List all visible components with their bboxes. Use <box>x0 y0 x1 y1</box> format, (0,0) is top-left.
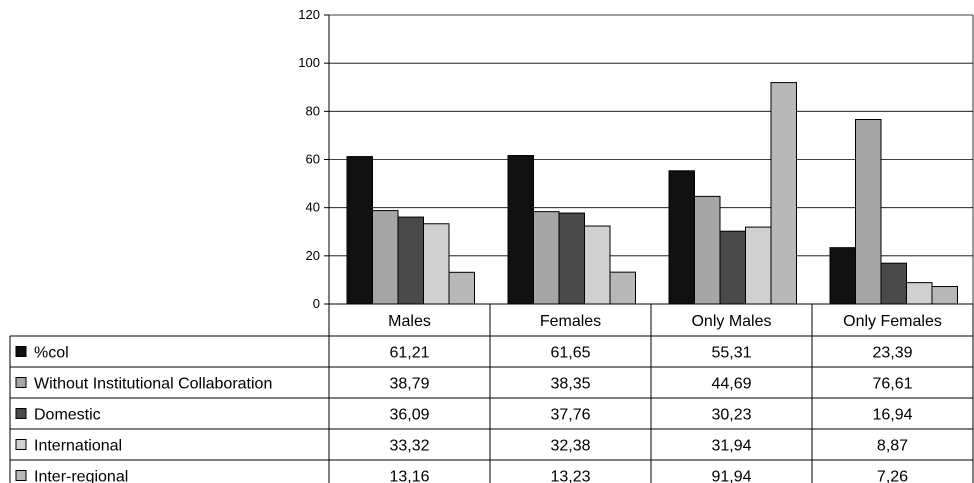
data-label: 16,94 <box>872 407 912 424</box>
legend-key <box>15 346 27 357</box>
bars <box>346 82 958 305</box>
legend-label: Domestic <box>34 407 101 424</box>
bar <box>931 286 958 305</box>
bar <box>533 211 560 305</box>
bar <box>880 262 907 305</box>
data-label: 30,23 <box>711 407 751 424</box>
y-tick-label: 80 <box>306 103 320 118</box>
data-label: 13,23 <box>550 469 590 483</box>
bar <box>855 118 882 305</box>
bar <box>448 271 475 305</box>
category-label: Only Females <box>843 313 942 330</box>
legend-key <box>15 408 27 419</box>
y-tick-label: 60 <box>306 152 320 167</box>
bar <box>423 223 450 305</box>
legend-label: Inter-regional <box>34 469 128 483</box>
data-label: 44,69 <box>711 376 751 393</box>
data-label: 32,38 <box>550 438 590 455</box>
legend-label: Without Institutional Collaboration <box>34 376 272 393</box>
category-label: Females <box>540 313 601 330</box>
bar <box>346 156 373 305</box>
data-label: 61,21 <box>389 345 429 362</box>
bar <box>584 225 611 305</box>
data-label: 31,94 <box>711 438 751 455</box>
bar <box>906 282 933 305</box>
data-label: 23,39 <box>872 345 912 362</box>
legend-key <box>15 439 27 450</box>
bar <box>372 210 399 305</box>
data-label: 8,87 <box>877 438 908 455</box>
y-tick-label: 0 <box>313 296 320 311</box>
data-label: 7,26 <box>877 469 908 483</box>
y-tick-label: 120 <box>298 7 320 22</box>
data-label: 91,94 <box>711 469 751 483</box>
bar <box>397 216 424 305</box>
y-tick-label: 20 <box>306 248 320 263</box>
bar <box>668 170 695 305</box>
legend-label: International <box>34 438 122 455</box>
category-label: Males <box>388 313 431 330</box>
legend-key <box>15 377 27 388</box>
y-tick-label: 40 <box>306 200 320 215</box>
data-label: 13,16 <box>389 469 429 483</box>
data-label: 76,61 <box>872 376 912 393</box>
bar <box>745 226 772 305</box>
bar <box>609 271 636 305</box>
bar <box>770 82 797 305</box>
y-axis-tick-labels: 0 20 40 60 80 100 120 <box>298 7 320 311</box>
data-label: 61,65 <box>550 345 590 362</box>
data-label: 38,79 <box>389 376 429 393</box>
data-label: 36,09 <box>389 407 429 424</box>
bar <box>558 212 585 305</box>
category-label: Only Males <box>691 313 771 330</box>
bar <box>507 155 534 305</box>
bar <box>829 247 856 305</box>
bar <box>694 195 721 305</box>
data-label: 55,31 <box>711 345 751 362</box>
y-tick-label: 100 <box>298 55 320 70</box>
data-table: Males Females Only Males Only Females %col 61… <box>9 304 974 483</box>
data-label: 37,76 <box>550 407 590 424</box>
data-label: 33,32 <box>389 438 429 455</box>
bar <box>719 230 746 305</box>
legend-key <box>15 470 27 481</box>
data-label: 38,35 <box>550 376 590 393</box>
legend-label: %col <box>34 345 69 362</box>
